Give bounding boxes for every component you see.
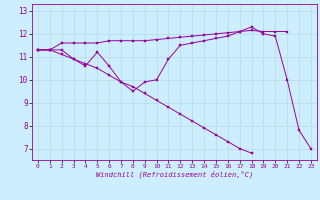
X-axis label: Windchill (Refroidissement éolien,°C): Windchill (Refroidissement éolien,°C) xyxy=(96,171,253,178)
